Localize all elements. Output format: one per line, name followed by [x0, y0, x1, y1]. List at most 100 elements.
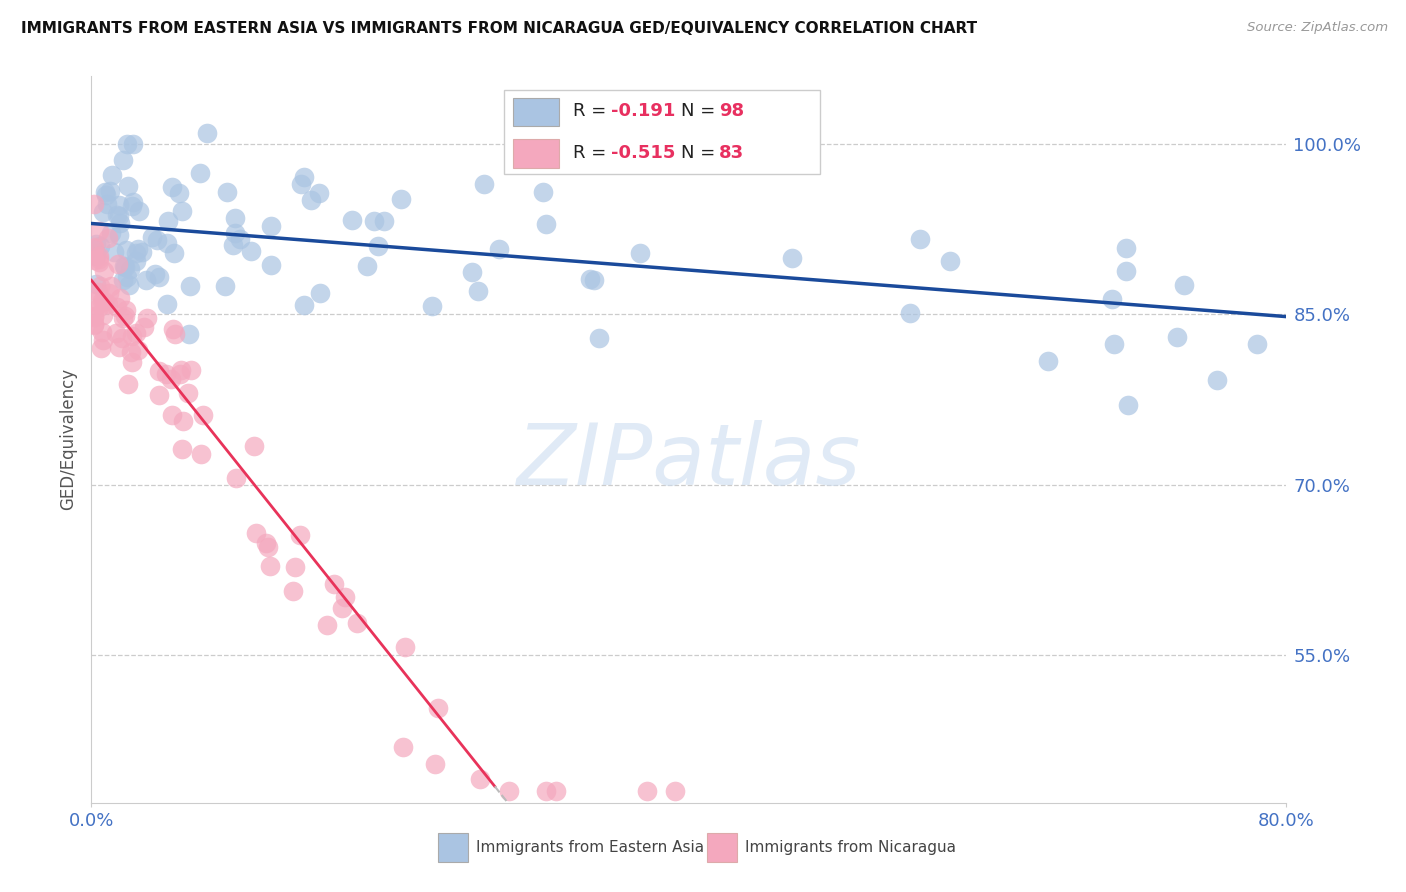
- Point: [214, 279, 236, 293]
- Point: [83, 241, 105, 255]
- Point: [283, 584, 305, 599]
- Text: ZIPatlas: ZIPatlas: [517, 419, 860, 502]
- Point: [118, 278, 141, 293]
- Point: [1101, 292, 1123, 306]
- Text: N =: N =: [681, 145, 720, 162]
- Point: [135, 273, 157, 287]
- Point: [87, 224, 110, 238]
- Point: [148, 269, 170, 284]
- Point: [394, 640, 416, 654]
- Point: [83, 318, 105, 332]
- Point: [583, 273, 606, 287]
- Point: [84, 277, 107, 291]
- Point: [108, 216, 131, 230]
- Point: [323, 576, 346, 591]
- Point: [177, 385, 200, 400]
- Point: [1102, 337, 1125, 351]
- Point: [346, 615, 368, 630]
- Point: [114, 302, 136, 317]
- Point: [245, 525, 267, 540]
- Point: [288, 527, 311, 541]
- Point: [114, 310, 136, 324]
- Point: [229, 232, 252, 246]
- Point: [1206, 373, 1229, 387]
- Point: [628, 245, 651, 260]
- Point: [127, 343, 149, 357]
- Point: [191, 408, 214, 422]
- Point: [367, 238, 389, 252]
- Point: [472, 177, 495, 191]
- Point: [141, 229, 163, 244]
- Point: [100, 168, 122, 182]
- Point: [132, 319, 155, 334]
- Point: [531, 185, 554, 199]
- Point: [112, 273, 135, 287]
- Point: [294, 169, 316, 184]
- Point: [256, 540, 278, 554]
- Point: [427, 701, 450, 715]
- Point: [225, 471, 247, 485]
- Point: [222, 237, 245, 252]
- Point: [636, 784, 658, 798]
- Point: [461, 265, 484, 279]
- Point: [89, 278, 111, 293]
- Point: [163, 245, 186, 260]
- Point: [98, 184, 121, 198]
- Point: [391, 739, 413, 754]
- Point: [83, 253, 105, 268]
- Point: [156, 297, 179, 311]
- Point: [84, 245, 107, 260]
- Point: [83, 310, 105, 324]
- Point: [112, 310, 135, 325]
- Point: [108, 197, 131, 211]
- Point: [105, 300, 128, 314]
- Point: [308, 186, 330, 201]
- Point: [90, 341, 112, 355]
- Point: [177, 327, 200, 342]
- Point: [188, 166, 211, 180]
- Point: [167, 186, 190, 200]
- Point: [87, 285, 110, 299]
- Point: [420, 299, 443, 313]
- Point: [94, 185, 117, 199]
- Point: [664, 784, 686, 798]
- Point: [170, 363, 193, 377]
- Point: [179, 278, 201, 293]
- Text: R =: R =: [574, 103, 612, 120]
- Point: [160, 408, 183, 422]
- Point: [1246, 337, 1268, 351]
- Point: [1036, 354, 1059, 368]
- Point: [1166, 330, 1188, 344]
- Point: [91, 204, 114, 219]
- Point: [112, 260, 135, 274]
- Point: [121, 195, 143, 210]
- Point: [470, 772, 492, 787]
- Text: 83: 83: [718, 145, 744, 162]
- Point: [108, 340, 131, 354]
- Point: [356, 259, 378, 273]
- Point: [1115, 264, 1137, 278]
- Point: [145, 268, 167, 282]
- Point: [148, 364, 170, 378]
- Point: [162, 322, 184, 336]
- Point: [94, 187, 117, 202]
- Point: [488, 243, 510, 257]
- Point: [100, 226, 122, 240]
- Point: [224, 226, 246, 240]
- Point: [180, 363, 202, 377]
- Point: [107, 208, 129, 222]
- Point: [1173, 277, 1195, 292]
- Point: [121, 199, 143, 213]
- Point: [131, 244, 153, 259]
- Point: [224, 211, 246, 226]
- Point: [534, 784, 557, 798]
- Point: [190, 447, 212, 461]
- Point: [170, 203, 193, 218]
- Point: [105, 326, 128, 340]
- Point: [117, 270, 139, 285]
- Point: [100, 278, 122, 293]
- Point: [146, 233, 169, 247]
- Point: [467, 285, 489, 299]
- Point: [83, 197, 105, 211]
- Point: [169, 367, 191, 381]
